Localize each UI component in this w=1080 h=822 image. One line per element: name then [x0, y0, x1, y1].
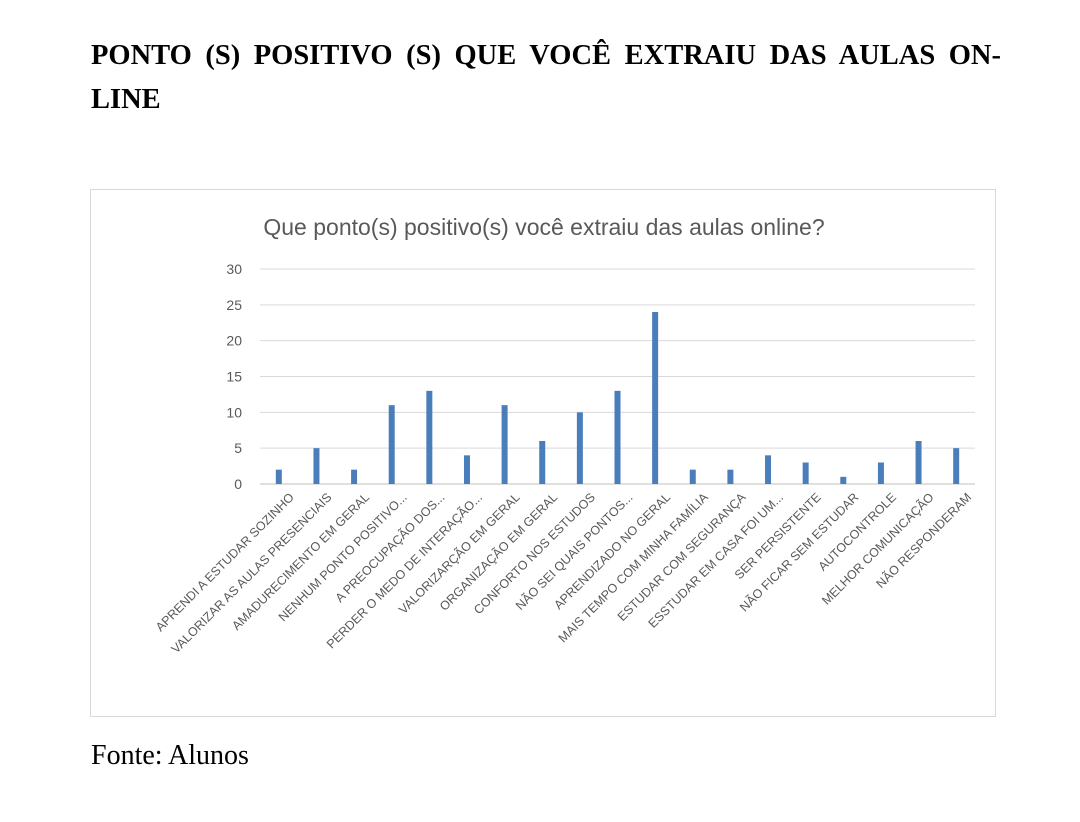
bar	[388, 405, 395, 484]
bar	[539, 441, 546, 484]
y-tick-label: 0	[234, 476, 242, 492]
bar	[953, 448, 960, 484]
bar	[689, 469, 696, 484]
bar	[275, 469, 282, 484]
bar-chart: Que ponto(s) positivo(s) você extraiu da…	[153, 214, 975, 656]
chart-container: Que ponto(s) positivo(s) você extraiu da…	[90, 189, 996, 717]
bar	[351, 469, 358, 484]
bar	[877, 462, 884, 484]
bar	[802, 462, 809, 484]
x-tick-label: ESSTUDAR EM CASA FOI UM...	[646, 490, 787, 631]
page-heading: PONTO (S) POSITIVO (S) QUE VOCÊ EXTRAIU …	[91, 40, 1001, 115]
x-tick-label: VALORIZAR AS AULAS PRESENCIAIS	[169, 490, 335, 656]
y-tick-label: 25	[226, 297, 242, 313]
bars	[275, 312, 960, 484]
bar	[840, 476, 847, 484]
bar	[614, 390, 621, 484]
bar	[501, 405, 508, 484]
bar	[463, 455, 470, 484]
bar	[652, 312, 659, 484]
y-tick-label: 20	[226, 333, 242, 349]
y-tick-label: 15	[226, 369, 242, 385]
bar	[727, 469, 734, 484]
bar	[576, 412, 583, 484]
x-tick-label: AMADURECIMENTO EM GERAL	[229, 490, 372, 633]
y-tick-label: 10	[226, 404, 242, 420]
bar	[765, 455, 772, 484]
bar	[915, 441, 922, 484]
x-tick-label: APRENDI A ESTUDAR SOZINHO	[153, 490, 297, 634]
y-tick-label: 30	[226, 261, 242, 277]
bar	[313, 448, 320, 484]
source-note: Fonte: Alunos	[91, 740, 249, 771]
chart-title: Que ponto(s) positivo(s) você extraiu da…	[263, 214, 824, 240]
y-axis-ticks: 0 5 10 15 20 25 30	[226, 261, 242, 492]
y-tick-label: 5	[234, 440, 242, 456]
bar	[426, 390, 433, 484]
